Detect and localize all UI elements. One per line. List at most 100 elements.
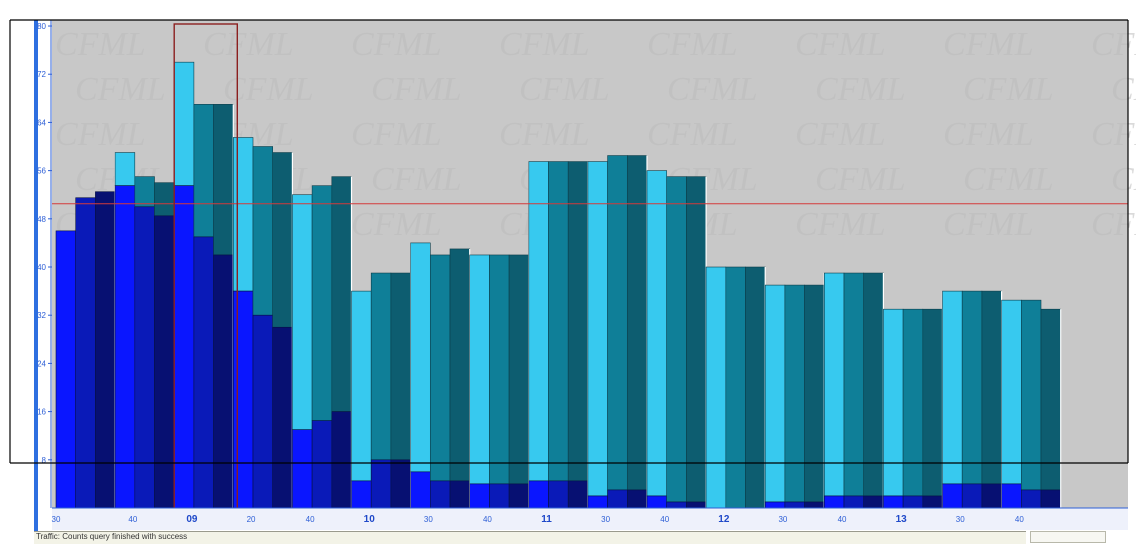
bar-outer	[587, 161, 608, 497]
y-tick-label: 40	[37, 263, 46, 272]
x-hour-label: 09	[186, 514, 198, 525]
bar-inner	[528, 480, 549, 509]
bar-inner	[942, 483, 963, 509]
watermark-text: CFML	[499, 26, 590, 63]
bar-outer	[745, 266, 766, 509]
bar-outer	[705, 266, 727, 509]
bar-inner	[823, 495, 845, 509]
bar-outer	[626, 155, 648, 491]
bar-inner	[666, 501, 687, 509]
bar-inner	[331, 411, 352, 509]
bar-inner	[508, 483, 530, 509]
bar-inner	[390, 459, 411, 509]
watermark-text: CFML	[1111, 161, 1136, 198]
y-tick-label: 56	[37, 167, 46, 176]
bar-outer	[370, 272, 392, 461]
x-tick-label: 40	[483, 515, 492, 524]
y-tick-label: 64	[37, 118, 46, 127]
watermark-text: CFML	[647, 116, 738, 153]
bar-inner	[233, 290, 254, 509]
y-tick-label: 8	[42, 456, 47, 465]
bar-inner	[292, 429, 313, 509]
x-axis-band	[52, 508, 1128, 530]
bar-inner	[252, 314, 274, 509]
bar-outer	[508, 254, 530, 485]
bar-outer	[311, 185, 333, 421]
bar-outer	[784, 284, 805, 503]
watermark-text: CFML	[795, 116, 886, 153]
bar-inner	[784, 501, 805, 509]
watermark-text: CFML	[55, 26, 146, 63]
x-tick-label: 40	[1015, 515, 1024, 524]
bar-inner	[922, 495, 943, 509]
bar-outer	[213, 104, 234, 256]
watermark-text: CFML	[351, 206, 442, 243]
bar-outer	[114, 152, 136, 186]
watermark-text: CFML	[499, 116, 590, 153]
watermark-text: CFML	[1091, 206, 1136, 243]
bar-inner	[114, 185, 136, 509]
bar-outer	[429, 254, 451, 482]
watermark-text: CFML	[223, 71, 314, 108]
left-scroll-edge	[34, 20, 38, 532]
watermark-text: CFML	[795, 206, 886, 243]
x-tick-label: 40	[128, 515, 137, 524]
bar-inner	[449, 480, 471, 509]
bar-outer	[489, 254, 510, 485]
watermark-text: CFML	[519, 71, 610, 108]
bar-inner	[981, 483, 1002, 509]
x-tick-label: 30	[52, 515, 61, 524]
bar-inner	[55, 230, 77, 509]
bar-inner	[1020, 489, 1042, 509]
watermark-text: CFML	[371, 71, 462, 108]
watermark-text: CFML	[943, 116, 1034, 153]
bar-outer	[390, 272, 411, 461]
x-hour-label: 11	[541, 514, 552, 525]
x-tick-label: 40	[660, 515, 669, 524]
x-tick-label: 30	[601, 515, 610, 524]
bar-outer	[607, 155, 628, 491]
watermark-text: CFML	[203, 26, 294, 63]
watermark-text: CFML	[795, 26, 886, 63]
watermark-text: CFML	[647, 26, 738, 63]
bar-outer	[410, 242, 431, 473]
bar-outer	[1020, 299, 1042, 491]
y-tick-label: 16	[37, 408, 46, 417]
bar-outer	[292, 194, 313, 430]
bar-outer	[272, 152, 293, 328]
x-hour-label: 13	[896, 514, 908, 525]
bar-outer	[134, 176, 155, 208]
y-tick-label: 80	[37, 22, 46, 31]
y-tick-label: 48	[37, 215, 46, 224]
watermark-text: CFML	[351, 26, 442, 63]
x-tick-label: 40	[838, 515, 847, 524]
watermark-text: CFML	[943, 206, 1034, 243]
bar-inner	[272, 326, 293, 509]
bar-outer	[804, 284, 825, 503]
bar-outer	[646, 170, 668, 497]
bar-inner	[173, 185, 195, 509]
bar-inner	[370, 459, 392, 509]
bar-outer	[193, 104, 214, 238]
bar-outer	[686, 176, 707, 503]
watermark-text: CFML	[75, 71, 166, 108]
bar-outer	[469, 254, 490, 485]
status-message: Traffic: Counts query finished with succ…	[36, 532, 188, 541]
x-tick-label: 40	[306, 515, 315, 524]
bar-outer	[548, 161, 569, 482]
bar-outer	[154, 182, 175, 217]
bar-inner	[567, 480, 589, 509]
watermark-text: CFML	[371, 161, 462, 198]
x-tick-label: 30	[778, 515, 787, 524]
y-tick-label: 72	[37, 70, 46, 79]
bar-inner	[548, 480, 569, 509]
watermark-text: CFML	[55, 116, 146, 153]
bar-outer	[1001, 299, 1022, 485]
bar-inner	[961, 483, 983, 509]
y-tick-label: 32	[37, 311, 46, 320]
watermark-text: CFML	[815, 71, 906, 108]
bar-inner	[410, 471, 431, 509]
bar-inner	[193, 236, 214, 509]
bar-inner	[1040, 489, 1062, 509]
watermark-text: CFML	[943, 26, 1034, 63]
